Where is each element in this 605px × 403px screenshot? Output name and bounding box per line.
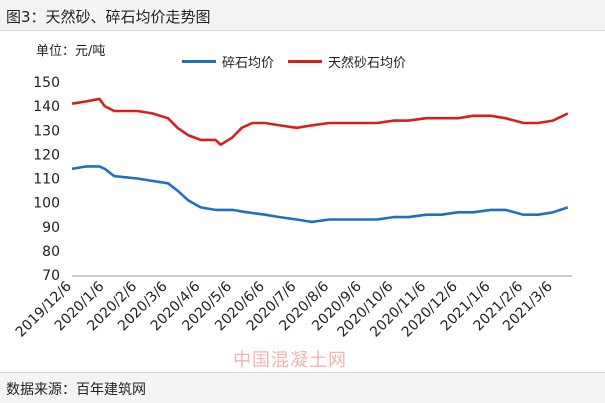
y-tick-label: 90 (42, 220, 60, 236)
chart-title: 图3：天然砂、碎石均价走势图 (6, 8, 211, 26)
y-tick-label: 100 (33, 196, 60, 212)
y-tick-label: 130 (33, 123, 60, 139)
legend-label-gravel: 碎石均价 (222, 56, 275, 71)
y-tick-label: 140 (33, 99, 60, 115)
watermark: 中国混凝土网 (233, 350, 347, 371)
unit-label: 单位：元/吨 (36, 44, 106, 59)
legend-item-sand: 天然砂石均价 (288, 52, 406, 71)
source-note: 数据来源：百年建筑网 (6, 382, 146, 398)
title-bar: 图3：天然砂、碎石均价走势图 (0, 0, 605, 31)
legend-swatch-sand (288, 60, 323, 63)
series-line-sand (71, 97, 569, 146)
footer-bar: 数据来源：百年建筑网 (0, 372, 605, 403)
legend-item-gravel: 碎石均价 (182, 52, 274, 71)
y-tick-label: 150 (33, 75, 60, 91)
y-tick-label: 80 (42, 244, 60, 260)
y-tick-label: 70 (42, 268, 60, 284)
chart-legend: 碎石均价 天然砂石均价 (182, 52, 420, 71)
y-tick-label: 110 (33, 172, 60, 188)
legend-swatch-gravel (182, 60, 216, 63)
y-tick-label: 120 (33, 147, 60, 163)
legend-label-sand: 天然砂石均价 (328, 56, 407, 71)
series-line-gravel (71, 165, 569, 224)
